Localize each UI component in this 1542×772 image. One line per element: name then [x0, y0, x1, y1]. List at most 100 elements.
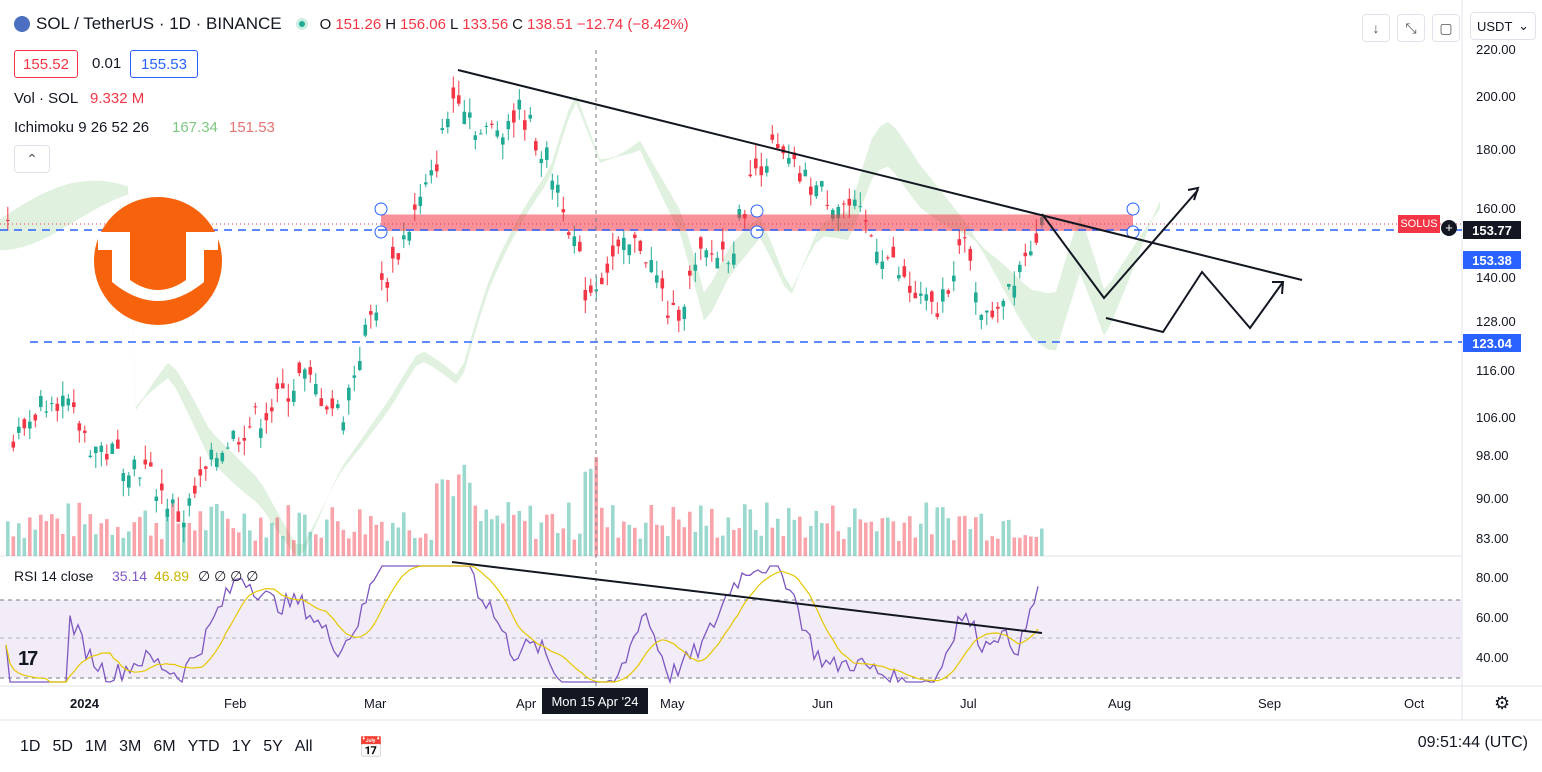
chevron-down-icon: ⌄	[1518, 18, 1529, 33]
range-button-5y[interactable]: 5Y	[263, 738, 283, 755]
candle-body	[528, 114, 533, 119]
resistance-price-tag: 153.38	[1463, 251, 1521, 269]
candle-body	[880, 261, 885, 269]
candle-body	[61, 395, 65, 407]
range-button-ytd[interactable]: YTD	[187, 738, 220, 755]
candle-body	[908, 285, 912, 293]
volume-bar	[721, 535, 725, 556]
candle-body	[281, 383, 285, 389]
candle-body	[341, 422, 346, 431]
candle-body	[99, 445, 104, 453]
range-button-all[interactable]: All	[294, 738, 313, 755]
volume-bar	[396, 527, 401, 556]
candle-body	[402, 235, 406, 240]
candle-body	[869, 235, 874, 237]
zone-handle	[750, 204, 764, 218]
clock[interactable]: 09:51:44 (UTC)	[1417, 734, 1528, 751]
tradingview-logo[interactable]: 17	[18, 648, 38, 670]
volume-label[interactable]: Vol · SOL	[14, 90, 79, 107]
volume-bar	[677, 519, 681, 556]
sell-price-box[interactable]: 155.52	[14, 50, 78, 78]
volume-bar	[435, 483, 439, 556]
volume-bar	[688, 511, 692, 556]
support-price-tag: 123.04	[1463, 334, 1521, 352]
volume-bar	[473, 505, 478, 556]
candle-body	[699, 237, 703, 249]
range-button-1y[interactable]: 1Y	[231, 738, 252, 755]
volume-bar	[1034, 536, 1039, 556]
volume-bar	[303, 514, 307, 556]
candle-body	[451, 87, 456, 99]
range-button-5d[interactable]: 5D	[52, 738, 73, 755]
volume-bar	[787, 507, 791, 556]
range-button-1m[interactable]: 1M	[84, 738, 108, 755]
volume-bar	[792, 519, 797, 556]
restore-icon[interactable]: ▢	[1432, 14, 1460, 42]
candle-body	[963, 237, 967, 239]
volume-bar	[61, 533, 65, 556]
candle-body	[825, 204, 830, 206]
candle-body	[737, 209, 742, 218]
volume-bar	[237, 532, 241, 556]
volume-bar	[820, 523, 824, 556]
candle-body	[286, 398, 291, 402]
candle-body	[633, 234, 637, 238]
ichimoku-label[interactable]: Ichimoku 9 26 52 26	[14, 119, 150, 136]
candle-body	[666, 315, 670, 318]
volume-bar	[94, 534, 98, 556]
volume-bar	[6, 521, 10, 556]
range-button-6m[interactable]: 6M	[153, 738, 176, 755]
volume-bar	[468, 482, 472, 556]
volume-bar	[869, 521, 874, 556]
volume-bar	[99, 523, 104, 556]
candle-body	[149, 462, 153, 467]
settings-icon[interactable]: ⚙	[1494, 693, 1511, 713]
volume-bar	[798, 516, 802, 556]
candle-body	[352, 375, 357, 378]
range-button-3m[interactable]: 3M	[119, 738, 142, 755]
candle-body	[336, 404, 340, 408]
candle-body	[875, 251, 879, 264]
currency-select[interactable]: USDT ⌄	[1470, 12, 1536, 40]
volume-bar	[858, 519, 863, 556]
volume-bar	[957, 516, 962, 556]
volume-bar	[627, 524, 632, 556]
volume-bar	[770, 527, 775, 556]
candle-body	[759, 166, 764, 176]
candle-body	[726, 263, 731, 265]
collapse-icon[interactable]: ⤡	[1397, 14, 1425, 42]
calendar-range-icon[interactable]: 📅	[358, 736, 384, 759]
candle-body	[578, 241, 582, 252]
candle-body	[193, 485, 197, 494]
candle-body	[83, 430, 87, 433]
candle-body	[88, 455, 93, 458]
volume-bar	[127, 531, 131, 556]
volume-bar	[121, 537, 126, 556]
candle-body	[424, 182, 428, 185]
volume-bar	[369, 516, 373, 556]
volume-bar	[462, 464, 467, 556]
arrow-down-icon[interactable]: ↓	[1362, 14, 1390, 42]
volume-bar	[836, 531, 841, 556]
volume-bar	[1001, 521, 1006, 556]
candle-body	[589, 285, 593, 293]
add-alert-icon[interactable]: +	[1441, 220, 1457, 236]
volume-bar	[924, 502, 929, 556]
sol-coin-icon	[14, 16, 30, 32]
rsi-label[interactable]: RSI 14 close	[14, 568, 94, 584]
volume-bar	[407, 530, 412, 556]
range-button-1d[interactable]: 1D	[20, 738, 41, 755]
volume-bar	[149, 535, 153, 556]
candle-body	[677, 309, 681, 321]
candle-body	[292, 390, 296, 402]
candle-body	[517, 99, 522, 110]
candle-body	[187, 498, 192, 506]
candle-body	[226, 447, 230, 449]
symbol-title[interactable]: SOL / TetherUS · 1D · BINANCE	[36, 14, 282, 33]
market-status-icon[interactable]	[295, 18, 308, 30]
buy-price-box[interactable]: 155.53	[130, 50, 198, 78]
collapse-legend-button[interactable]: ⌃	[14, 145, 50, 173]
candle-body	[798, 173, 802, 182]
candle-body	[22, 419, 27, 429]
